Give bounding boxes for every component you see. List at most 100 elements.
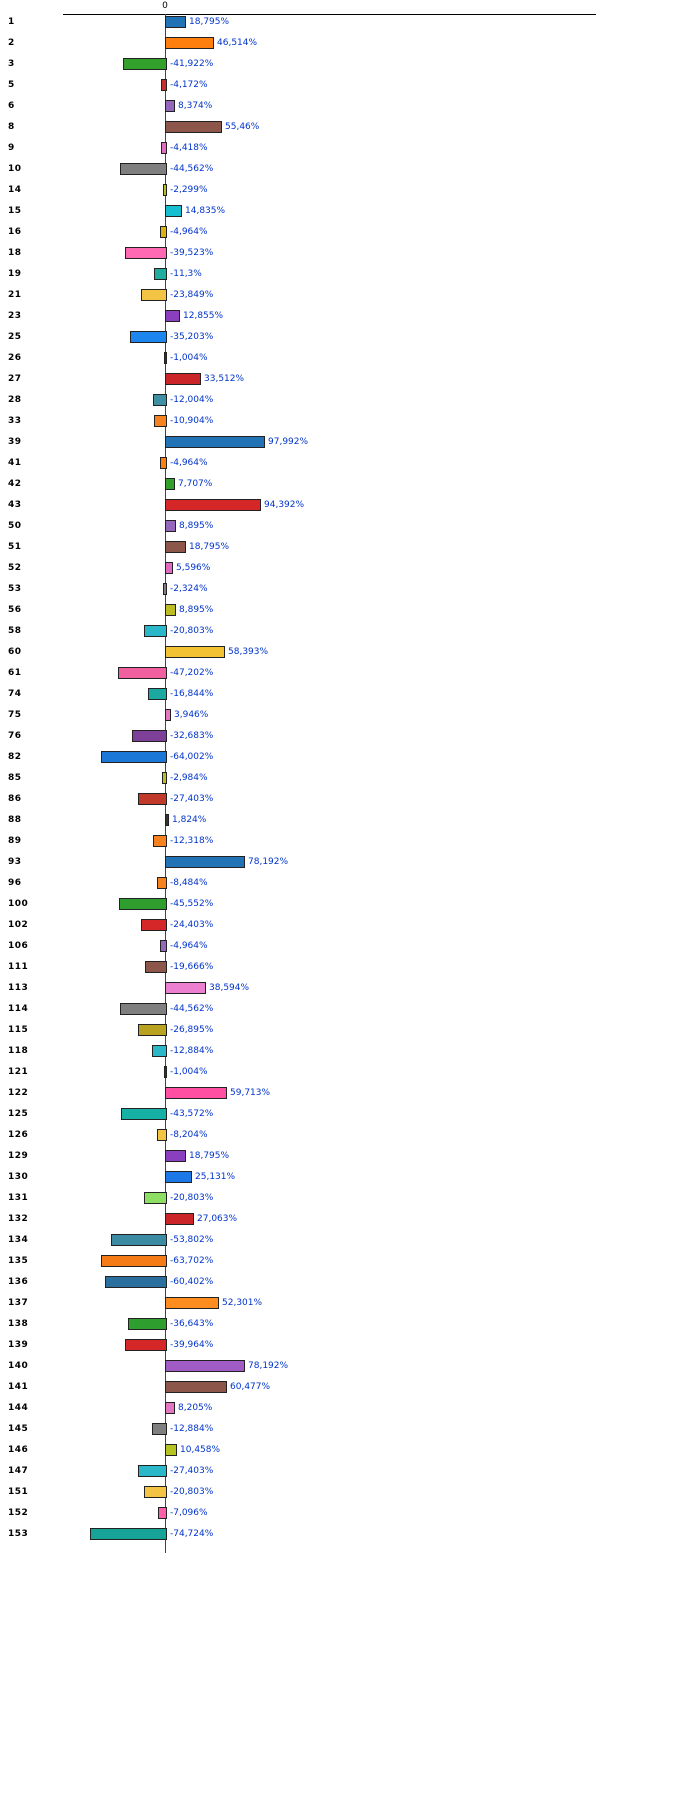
- bar: [145, 961, 167, 973]
- chart-row: 33 -10,904%: [0, 414, 700, 435]
- value-label: 5,596%: [176, 563, 211, 573]
- bar: [132, 730, 167, 742]
- row-id-label: 93: [8, 857, 22, 867]
- value-label: -41,922%: [170, 59, 214, 69]
- bar: [144, 625, 167, 637]
- row-id-label: 126: [8, 1130, 29, 1140]
- bar: [101, 1255, 167, 1267]
- chart-row: 23 12,855%: [0, 309, 700, 330]
- row-id-label: 140: [8, 1361, 29, 1371]
- chart-row: 42 7,707%: [0, 477, 700, 498]
- value-label: 3,946%: [174, 710, 209, 720]
- bar: [165, 100, 175, 112]
- row-id-label: 138: [8, 1319, 29, 1329]
- chart-row: 52 5,596%: [0, 561, 700, 582]
- row-id-label: 50: [8, 521, 22, 531]
- value-label: 78,192%: [248, 857, 289, 867]
- chart-row: 26 -1,004%: [0, 351, 700, 372]
- bar: [165, 205, 182, 217]
- chart-row: 53 -2,324%: [0, 582, 700, 603]
- value-label: 7,707%: [178, 479, 213, 489]
- bar: [165, 562, 173, 574]
- chart-row: 145 -12,884%: [0, 1422, 700, 1443]
- bar: [165, 478, 175, 490]
- bar: [165, 310, 180, 322]
- row-id-label: 26: [8, 353, 22, 363]
- chart-row: 89 -12,318%: [0, 834, 700, 855]
- chart-row: 19 -11,3%: [0, 267, 700, 288]
- row-id-label: 15: [8, 206, 22, 216]
- row-id-label: 131: [8, 1193, 29, 1203]
- chart-row: 111 -19,666%: [0, 960, 700, 981]
- bar: [165, 982, 206, 994]
- chart-row: 134 -53,802%: [0, 1233, 700, 1254]
- value-label: -8,484%: [170, 878, 208, 888]
- chart-row: 129 18,795%: [0, 1149, 700, 1170]
- chart-row: 144 8,205%: [0, 1401, 700, 1422]
- value-label: 12,855%: [183, 311, 224, 321]
- bar: [165, 16, 186, 28]
- chart-row: 16 -4,964%: [0, 225, 700, 246]
- bar: [138, 1465, 167, 1477]
- bar: [120, 163, 167, 175]
- value-label: -39,523%: [170, 248, 214, 258]
- row-id-label: 18: [8, 248, 22, 258]
- row-id-label: 132: [8, 1214, 29, 1224]
- value-label: -36,643%: [170, 1319, 214, 1329]
- bar: [144, 1192, 167, 1204]
- bar: [165, 520, 176, 532]
- row-id-label: 145: [8, 1424, 29, 1434]
- row-id-label: 3: [8, 59, 15, 69]
- row-id-label: 28: [8, 395, 22, 405]
- bar: [130, 331, 167, 343]
- row-id-label: 61: [8, 668, 22, 678]
- row-id-label: 51: [8, 542, 22, 552]
- row-id-label: 21: [8, 290, 22, 300]
- row-id-label: 2: [8, 38, 15, 48]
- bar: [125, 1339, 167, 1351]
- value-label: 8,895%: [179, 521, 214, 531]
- bar: [160, 457, 167, 469]
- row-id-label: 111: [8, 962, 29, 972]
- value-label: 33,512%: [204, 374, 245, 384]
- chart-row: 88 1,824%: [0, 813, 700, 834]
- chart-row: 8 55,46%: [0, 120, 700, 141]
- row-id-label: 8: [8, 122, 15, 132]
- chart-row: 21 -23,849%: [0, 288, 700, 309]
- bar: [153, 394, 167, 406]
- row-id-label: 147: [8, 1466, 29, 1476]
- chart-row: 27 33,512%: [0, 372, 700, 393]
- bar: [141, 919, 167, 931]
- row-id-label: 27: [8, 374, 22, 384]
- bar: [128, 1318, 167, 1330]
- bar: [138, 793, 167, 805]
- x-axis-line: [63, 14, 596, 15]
- row-id-label: 141: [8, 1382, 29, 1392]
- row-id-label: 41: [8, 458, 22, 468]
- value-label: -45,552%: [170, 899, 214, 909]
- row-id-label: 56: [8, 605, 22, 615]
- value-label: -32,683%: [170, 731, 214, 741]
- chart-row: 1 18,795%: [0, 15, 700, 36]
- value-label: 94,392%: [264, 500, 305, 510]
- row-id-label: 88: [8, 815, 22, 825]
- bar: [165, 709, 171, 721]
- chart-row: 115 -26,895%: [0, 1023, 700, 1044]
- bar: [165, 37, 214, 49]
- bar: [160, 940, 167, 952]
- row-id-label: 129: [8, 1151, 29, 1161]
- bar: [164, 352, 167, 364]
- chart-row: 113 38,594%: [0, 981, 700, 1002]
- bar: [165, 604, 176, 616]
- value-label: -39,964%: [170, 1340, 214, 1350]
- value-label: 18,795%: [189, 17, 230, 27]
- chart-row: 147 -27,403%: [0, 1464, 700, 1485]
- bar: [165, 1150, 186, 1162]
- bar: [165, 1360, 245, 1372]
- chart-row: 114 -44,562%: [0, 1002, 700, 1023]
- row-id-label: 33: [8, 416, 22, 426]
- row-id-label: 125: [8, 1109, 29, 1119]
- value-label: -12,004%: [170, 395, 214, 405]
- value-label: -4,964%: [170, 227, 208, 237]
